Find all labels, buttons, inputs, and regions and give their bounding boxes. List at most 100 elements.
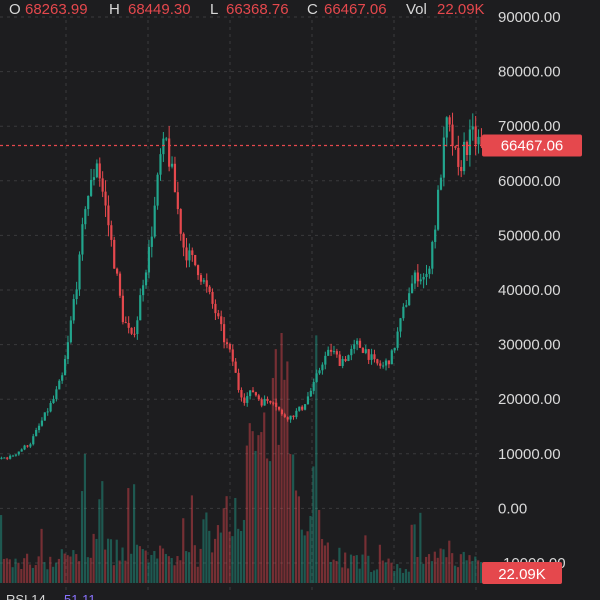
volume-bar [456,567,460,583]
candle-body [303,404,307,410]
volume-bar [416,556,419,583]
candle-body [87,195,90,210]
volume-bar [338,547,341,583]
candle-body [431,241,434,269]
candle-body [159,154,162,175]
volume-bar [34,565,37,583]
volume-bar [433,551,436,583]
volume-bar [8,559,11,583]
candle-body [165,138,168,140]
volume-bar [242,519,246,583]
candle-body [243,397,246,403]
candle-body [81,224,84,255]
volume-bar [95,538,98,583]
candle-body [474,126,477,145]
volume-bar [213,538,217,583]
volume-bar [153,551,156,583]
candle-body [133,333,136,335]
candle-body [58,380,61,390]
candle-body [69,320,72,343]
candle-body [292,415,295,418]
volume-bar [164,553,167,583]
candle-body [156,174,159,206]
volume-bar [251,431,254,583]
candle-body [477,136,480,145]
candle-body [168,138,171,167]
volume-bar [465,560,468,583]
candle-body [272,402,275,404]
candle-body [413,272,417,284]
volume-bar [254,450,257,583]
volume-bar [289,454,292,583]
candle-body [153,205,156,237]
candle-body [63,358,67,376]
volume-bar [54,562,58,583]
candle-body [130,327,133,334]
candle-body [457,147,460,167]
volume-bar [468,555,471,583]
volume-bar [445,557,448,583]
candle-body [89,179,93,196]
candle-body [460,166,463,172]
volume-bar [156,558,159,583]
volume-bar [367,555,370,583]
candle-body [280,409,284,415]
volume-bar [453,565,457,583]
candle-body [182,233,185,248]
candle-body [379,363,382,366]
candle-body [234,361,237,373]
volume-bar [118,560,121,583]
candle-body [240,389,243,398]
candle-body [61,375,64,381]
rsi-value: 51.11 [64,592,96,600]
price-axis[interactable]: 90000.00 80000.00 70000.00 60000.00 50000.00… [498,9,566,572]
volume-bar [31,567,34,583]
candle-body [286,417,289,420]
candle-body [43,412,46,421]
volume-bar [401,572,405,583]
last-volume-tag: 22.09K [482,562,562,584]
volume-bar [78,561,81,583]
volume-bar [378,544,381,583]
open-label: O [9,1,21,18]
volume-bar [92,533,95,583]
svg-text:O 68263.99 H: O 68263.99 H 68449.30 L 66368.76 C 66467… [9,1,485,18]
candle-body [312,381,315,391]
volume-bar [381,560,384,583]
candle-body [220,316,223,325]
volume-bar [147,562,150,583]
volume-bar [190,495,194,583]
candle-body [162,138,165,155]
candle-body [185,247,188,261]
candle-body [66,342,70,359]
candle-body [205,280,208,287]
price-tick-label: 0.00 [498,500,527,517]
volume-bar [234,497,237,583]
candle-body [78,254,81,290]
volume-bar [266,458,269,583]
volume-bar [346,568,350,583]
ohlc-header: O 68263.99 H 68449.30 L 66368.76 C 66467… [9,1,485,18]
volume-bar [216,525,220,583]
candle-body [367,349,370,360]
candle-body [179,209,182,234]
volume-bar [413,524,416,583]
volume-bar [263,412,266,583]
volume-bar [141,549,144,583]
volume-bar [422,563,425,583]
candle-body [451,124,454,147]
candle-body [428,268,431,274]
candle-body [422,276,425,280]
volume-bar [471,560,474,583]
volume-bar [127,488,130,583]
candle-body [9,455,12,459]
candle-body [95,163,98,178]
candle-body [107,205,110,226]
volume-bar [26,553,29,583]
high-value: 68449.30 [128,1,191,18]
candle-body [251,390,255,393]
candle-body [462,141,466,172]
candle-body [454,146,457,148]
